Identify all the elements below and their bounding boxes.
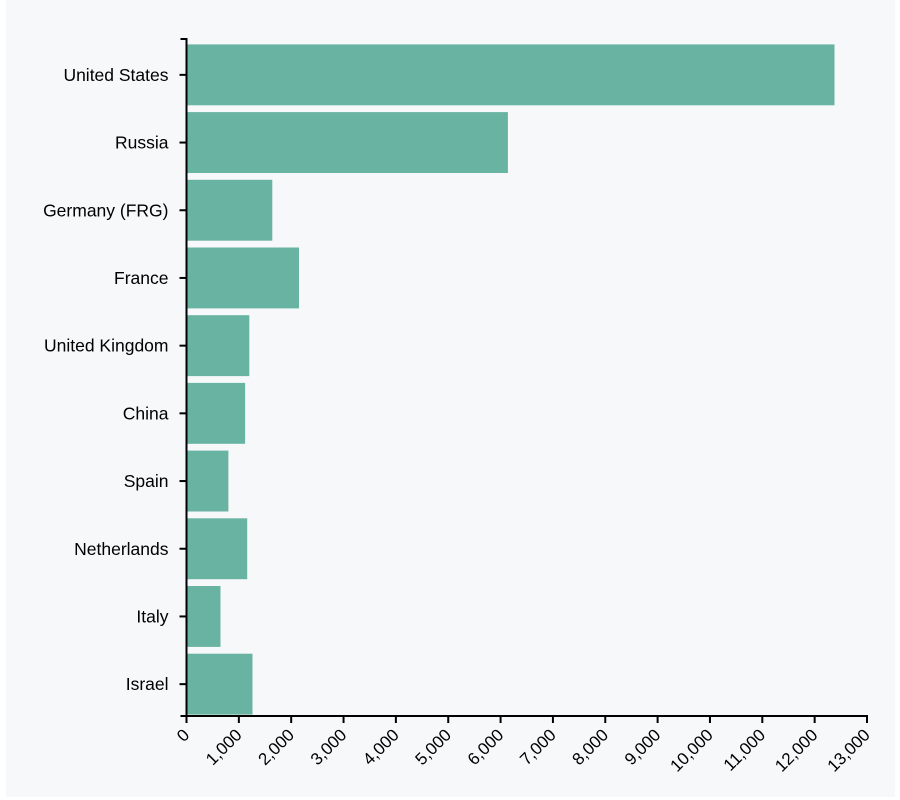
x-tick-label: 12,000 xyxy=(771,725,821,775)
bar[interactable] xyxy=(186,315,250,377)
bar[interactable] xyxy=(186,179,273,241)
category-label: France xyxy=(114,268,168,288)
x-tick-label: 9,000 xyxy=(621,725,665,769)
x-tick-label: 0 xyxy=(173,725,193,745)
x-tick-label: 10,000 xyxy=(667,725,717,775)
category-label: United States xyxy=(63,65,168,85)
category-label: Israel xyxy=(126,674,169,694)
bar[interactable] xyxy=(186,653,253,715)
category-label: United Kingdom xyxy=(44,336,169,356)
x-tick-label: 4,000 xyxy=(359,725,403,769)
category-label: Spain xyxy=(124,471,169,491)
category-label: Russia xyxy=(115,133,169,153)
bar[interactable] xyxy=(186,247,300,309)
x-tick-label: 7,000 xyxy=(516,725,560,769)
category-label: Germany (FRG) xyxy=(43,200,168,220)
x-tick-label: 8,000 xyxy=(569,725,613,769)
bar[interactable] xyxy=(186,586,221,647)
bar[interactable] xyxy=(186,382,246,444)
x-tick-label: 13,000 xyxy=(824,725,874,775)
bar[interactable] xyxy=(186,44,835,106)
x-axis: 0 1,000 2,000 3,000 4,000 5,000 6,000 7,000 8,00… xyxy=(173,715,874,776)
category-label: Italy xyxy=(136,606,168,626)
y-axis: United States Russia Germany (FRG) France Un… xyxy=(43,38,188,717)
bar[interactable] xyxy=(186,112,508,173)
x-tick-label: 11,000 xyxy=(720,725,769,774)
bar[interactable] xyxy=(186,450,229,512)
category-label: Netherlands xyxy=(74,539,169,559)
x-tick-label: 1,000 xyxy=(202,725,246,769)
bars xyxy=(186,44,835,715)
category-label: China xyxy=(123,403,169,423)
x-tick-label: 6,000 xyxy=(464,725,508,769)
bar[interactable] xyxy=(186,518,248,580)
x-tick-label: 5,000 xyxy=(412,725,456,769)
x-tick-label: 3,000 xyxy=(307,725,351,769)
x-tick-label: 2,000 xyxy=(255,725,299,769)
